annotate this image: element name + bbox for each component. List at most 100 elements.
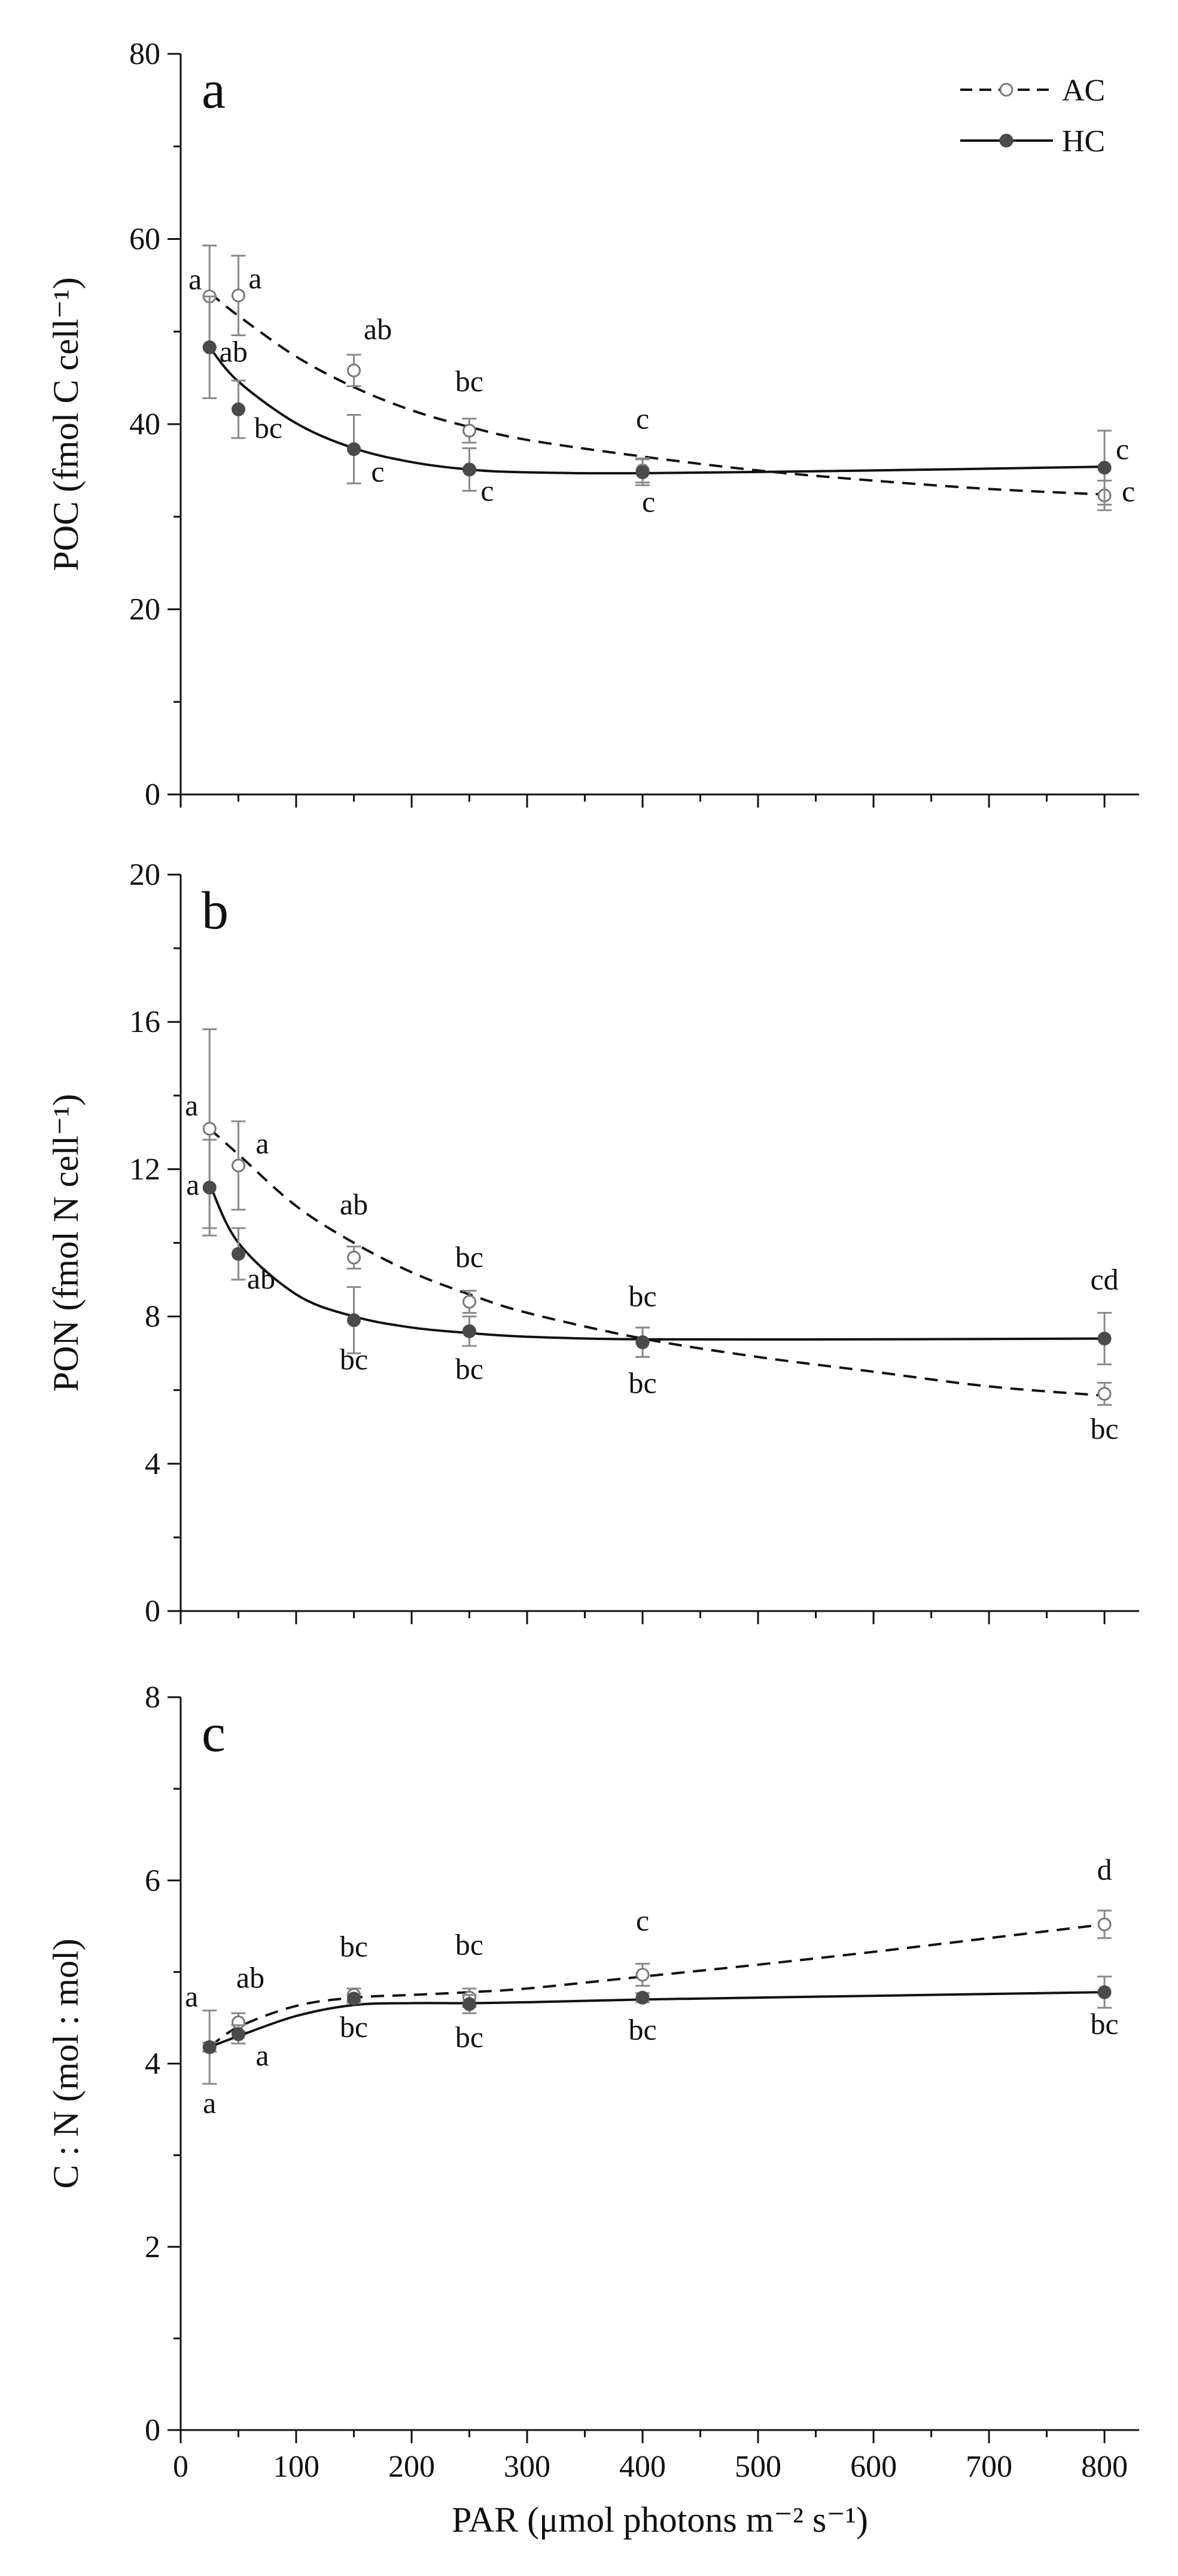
data-point-ac (232, 288, 246, 303)
significance-label: bc (455, 364, 483, 398)
y-tick-label: 40 (129, 407, 160, 441)
legend-label-ac: AC (1062, 74, 1105, 108)
data-point-hc (347, 1992, 361, 2006)
significance-label: bc (455, 1928, 483, 1961)
data-point-hc (232, 1247, 246, 1261)
significance-label: a (255, 1126, 269, 1160)
y-tick-label: 12 (129, 1152, 160, 1186)
data-point-hc (462, 1997, 477, 2011)
data-point-hc (202, 1180, 217, 1195)
y-tick-label: 8 (145, 1300, 160, 1334)
y-tick-label: 8 (145, 1680, 160, 1715)
significance-label: c (480, 474, 494, 507)
significance-label: bc (455, 1352, 483, 1386)
y-tick-label: 0 (145, 2413, 160, 2447)
data-point-ac (202, 1122, 217, 1136)
data-point-ac (347, 363, 361, 377)
series-hc: a ab bc bc bc cd (186, 1138, 1119, 1400)
series-hc: ab bc c c c c (202, 295, 1129, 518)
significance-label: bc (455, 1240, 483, 1274)
data-point-ac (1097, 1917, 1112, 1932)
data-point-ac (462, 1295, 477, 1309)
significance-label: ab (220, 335, 248, 369)
data-point-hc (462, 462, 477, 477)
data-point-ac (1097, 1387, 1112, 1401)
y-axis-title: C : N (mol : mol) (46, 1938, 86, 2188)
significance-label: a (185, 1980, 198, 2013)
significance-label: bc (1090, 2007, 1118, 2041)
legend-marker-hc (999, 133, 1013, 148)
significance-label: c (371, 455, 384, 488)
data-point-hc (202, 2040, 217, 2054)
significance-label: ab (340, 1187, 368, 1221)
chart-panel-c: 0 2 4 6 8 0 100 200 300 400 500 600 700 800 C : N (mol… (46, 1680, 1139, 2540)
x-tick-label: 100 (273, 2450, 319, 2484)
data-point-hc (347, 442, 361, 456)
data-point-hc (202, 340, 217, 355)
x-tick-label: 200 (388, 2450, 435, 2484)
significance-label: bc (340, 2010, 368, 2044)
y-axis-title: POC (fmol C cell⁻¹) (46, 277, 86, 571)
series-hc: a a bc bc bc bc (202, 1975, 1119, 2120)
significance-label: c (1122, 474, 1135, 508)
significance-label: a (203, 2086, 216, 2120)
significance-label: c (642, 485, 655, 518)
y-tick-label: 6 (145, 1864, 160, 1898)
panel-letter: a (202, 60, 226, 120)
x-tick-label: 400 (619, 2450, 666, 2484)
significance-label: bc (1090, 1412, 1118, 1445)
significance-label: bc (254, 411, 282, 444)
data-point-hc (635, 1990, 650, 2005)
significance-label: a (186, 1168, 199, 1201)
significance-label: a (185, 1089, 198, 1122)
data-point-ac (635, 1968, 650, 1982)
significance-label: cd (1090, 1263, 1118, 1296)
significance-label: ab (364, 312, 392, 346)
data-point-ac (232, 1158, 246, 1173)
significance-label: bc (455, 2020, 483, 2054)
x-tick-label: 700 (966, 2450, 1012, 2484)
legend-label-hc: HC (1062, 124, 1105, 159)
fit-line-hc (208, 1183, 1105, 1341)
x-tick-label: 0 (173, 2450, 188, 2484)
significance-label: c (1116, 433, 1129, 466)
y-tick-label: 60 (129, 223, 160, 257)
data-point-hc (232, 402, 246, 416)
significance-label: bc (340, 1930, 368, 1963)
significance-label: bc (628, 1366, 656, 1400)
x-tick-label: 800 (1081, 2450, 1128, 2484)
y-tick-label: 80 (129, 37, 160, 71)
x-tick-label: 600 (850, 2450, 897, 2484)
data-point-ac (347, 1250, 361, 1265)
legend: AC HC (960, 74, 1105, 159)
significance-label: c (636, 401, 649, 435)
fit-line-hc (209, 1991, 1105, 2048)
y-tick-label: 4 (145, 2047, 160, 2081)
data-point-hc (635, 465, 650, 479)
significance-label: a (255, 2039, 269, 2072)
significance-label: bc (628, 1280, 656, 1313)
panel-letter: b (202, 881, 229, 940)
fit-line-ac (209, 1923, 1105, 2048)
data-point-ac (462, 424, 477, 438)
fit-line-ac (209, 291, 1105, 496)
significance-label: bc (628, 2012, 656, 2046)
legend-marker-ac (999, 83, 1013, 97)
significance-label: bc (340, 1342, 368, 1376)
x-tick-label: 300 (504, 2450, 550, 2484)
x-tick-label: 500 (735, 2450, 781, 2484)
data-point-hc (1097, 1985, 1112, 1999)
significance-label: a (248, 261, 261, 295)
data-point-hc (1097, 461, 1112, 475)
data-point-hc (462, 1324, 477, 1338)
y-tick-label: 0 (145, 1594, 160, 1628)
significance-label: ab (247, 1262, 275, 1295)
y-tick-label: 4 (145, 1447, 160, 1481)
y-tick-label: 2 (145, 2230, 160, 2264)
y-tick-label: 20 (129, 593, 160, 627)
